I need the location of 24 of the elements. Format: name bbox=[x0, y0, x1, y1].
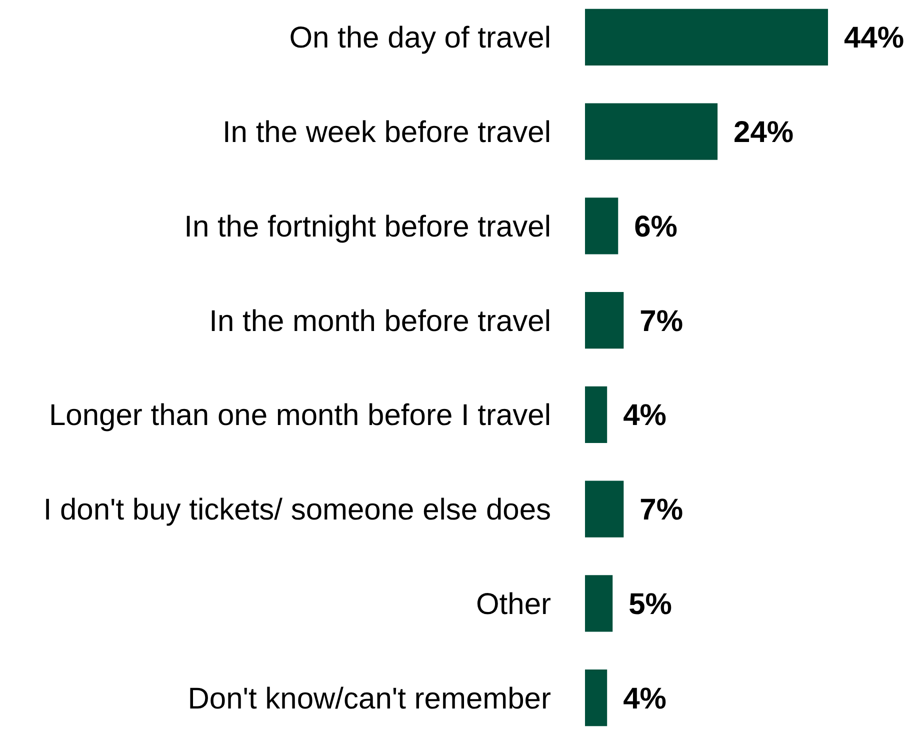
data-label: 4% bbox=[623, 399, 666, 432]
y-tick-label: Other bbox=[476, 588, 552, 621]
data-label: 4% bbox=[623, 682, 666, 716]
data-label: 5% bbox=[628, 588, 672, 621]
bar bbox=[585, 480, 624, 538]
bar bbox=[585, 8, 828, 66]
bar bbox=[585, 670, 608, 726]
y-tick-label: In the week before travel bbox=[222, 116, 551, 150]
data-label: 7% bbox=[640, 304, 684, 338]
bar bbox=[585, 386, 608, 443]
data-label: 24% bbox=[734, 116, 794, 150]
y-tick-label: In the fortnight before travel bbox=[184, 210, 551, 244]
bar bbox=[585, 103, 718, 160]
y-tick-label: I don't buy tickets/ someone else does bbox=[43, 494, 551, 527]
y-tick-label: Longer than one month before I travel bbox=[48, 399, 551, 432]
bar bbox=[585, 198, 618, 254]
data-label: 6% bbox=[634, 210, 678, 244]
y-tick-label: In the month before travel bbox=[209, 304, 551, 338]
bar bbox=[585, 292, 624, 349]
y-tick-label: Don't know/can't remember bbox=[188, 682, 551, 716]
y-tick-label: On the day of travel bbox=[289, 22, 551, 55]
data-label: 7% bbox=[640, 494, 684, 527]
bar bbox=[585, 575, 613, 632]
data-label: 44% bbox=[844, 22, 904, 55]
